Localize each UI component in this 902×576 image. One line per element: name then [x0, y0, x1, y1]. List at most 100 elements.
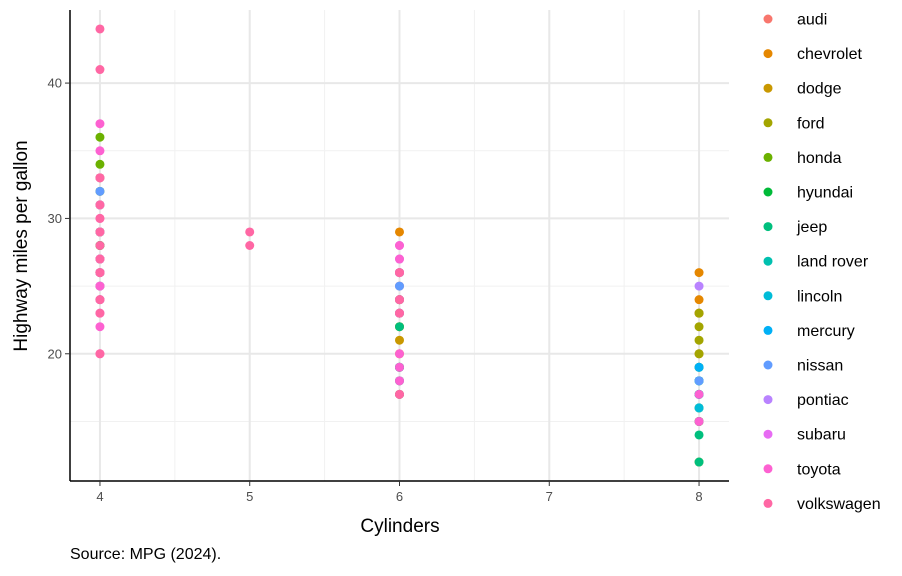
data-point-toyota — [95, 119, 105, 129]
y-tick-label: 20 — [48, 346, 62, 361]
legend: audi chevrolet dodge ford honda hyundai jeep la… — [763, 12, 881, 513]
data-point-volkswagen — [95, 268, 105, 278]
legend-item-hyundai: hyundai — [763, 185, 853, 202]
legend-item-volkswagen: volkswagen — [763, 496, 881, 513]
y-tick-label: 30 — [48, 211, 62, 226]
legend-key — [763, 187, 773, 197]
data-point-volkswagen — [95, 173, 105, 183]
data-point-volkswagen — [95, 308, 105, 318]
data-point-toyota — [395, 376, 404, 386]
x-tick-label: 8 — [695, 489, 702, 504]
legend-item-mercury: mercury — [763, 323, 855, 340]
legend-label: land rover — [797, 254, 869, 271]
data-point-jeep — [395, 322, 404, 332]
legend-label: audi — [797, 12, 827, 29]
data-point-pontiac — [694, 281, 704, 291]
x-ticks: 4 5 6 7 8 — [96, 481, 703, 504]
legend-item-dodge: dodge — [763, 81, 842, 98]
data-point-ford — [694, 335, 704, 345]
legend-label: dodge — [797, 81, 842, 98]
data-point-nissan — [395, 281, 404, 291]
legend-label: nissan — [797, 358, 843, 375]
data-point-volkswagen — [95, 200, 105, 210]
legend-item-subaru: subaru — [763, 427, 846, 444]
legend-key — [763, 464, 773, 474]
y-axis-title: Highway miles per gallon — [11, 140, 32, 351]
data-point-volkswagen — [245, 241, 255, 250]
data-point-lincoln — [694, 403, 704, 413]
legend-item-ford: ford — [763, 115, 825, 132]
legend-key — [763, 118, 773, 128]
y-tick-label: 40 — [48, 76, 62, 91]
legend-item-jeep: jeep — [763, 219, 827, 236]
source-caption: Source: MPG (2024). — [70, 546, 222, 563]
x-tick-label: 5 — [246, 489, 253, 504]
data-point-volkswagen — [245, 227, 255, 237]
legend-label: toyota — [797, 461, 841, 478]
legend-label: ford — [797, 115, 825, 132]
data-point-volkswagen — [395, 295, 404, 305]
data-point-jeep — [694, 457, 704, 467]
y-ticks: 20 30 40 — [48, 76, 70, 361]
data-point-volkswagen — [95, 24, 105, 34]
legend-label: honda — [797, 150, 842, 167]
data-point-chevrolet — [694, 295, 704, 305]
data-point-mercury — [694, 362, 704, 372]
legend-item-audi: audi — [763, 12, 827, 29]
data-point-ford — [694, 308, 704, 318]
legend-key — [763, 498, 773, 508]
legend-key — [763, 360, 773, 370]
legend-item-toyota: toyota — [763, 461, 841, 478]
legend-label: subaru — [797, 427, 846, 444]
data-point-toyota — [395, 362, 404, 372]
data-point-toyota — [95, 146, 105, 156]
data-points — [95, 24, 704, 467]
legend-key — [763, 395, 773, 405]
legend-label: mercury — [797, 323, 855, 340]
data-point-honda — [95, 159, 105, 169]
x-tick-label: 7 — [546, 489, 553, 504]
data-point-volkswagen — [95, 241, 105, 250]
legend-label: lincoln — [797, 288, 842, 305]
legend-label: hyundai — [797, 185, 853, 202]
data-point-volkswagen — [395, 308, 404, 318]
legend-key — [763, 152, 773, 162]
data-point-volkswagen — [95, 227, 105, 237]
legend-label: volkswagen — [797, 496, 881, 513]
data-point-jeep — [694, 430, 704, 440]
legend-item-land-rover: land rover — [763, 254, 869, 271]
legend-item-chevrolet: chevrolet — [763, 46, 862, 63]
data-point-volkswagen — [95, 349, 105, 359]
data-point-chevrolet — [395, 227, 404, 237]
x-axis-title: Cylinders — [360, 516, 439, 537]
x-tick-label: 4 — [96, 489, 103, 504]
data-point-toyota — [395, 241, 404, 250]
legend-key — [763, 325, 773, 335]
data-point-ford — [694, 322, 704, 332]
legend-key — [763, 14, 773, 24]
legend-label: jeep — [796, 219, 827, 236]
data-point-ford — [694, 349, 704, 359]
legend-key — [763, 429, 773, 439]
data-point-nissan — [694, 376, 704, 386]
data-point-toyota — [694, 416, 704, 426]
legend-key — [763, 83, 773, 93]
legend-key — [763, 49, 773, 59]
data-point-volkswagen — [95, 254, 105, 264]
legend-item-pontiac: pontiac — [763, 392, 849, 409]
data-point-volkswagen — [95, 65, 105, 75]
data-point-toyota — [395, 349, 404, 359]
data-point-toyota — [694, 389, 704, 399]
x-tick-label: 6 — [396, 489, 403, 504]
legend-item-nissan: nissan — [763, 358, 843, 375]
legend-label: pontiac — [797, 392, 849, 409]
data-point-volkswagen — [95, 295, 105, 305]
data-point-nissan — [95, 186, 105, 196]
data-point-dodge — [395, 335, 404, 345]
data-point-toyota — [395, 254, 404, 264]
data-point-chevrolet — [694, 268, 704, 278]
legend-label: chevrolet — [797, 46, 862, 63]
legend-key — [763, 291, 773, 301]
data-point-honda — [95, 132, 105, 142]
